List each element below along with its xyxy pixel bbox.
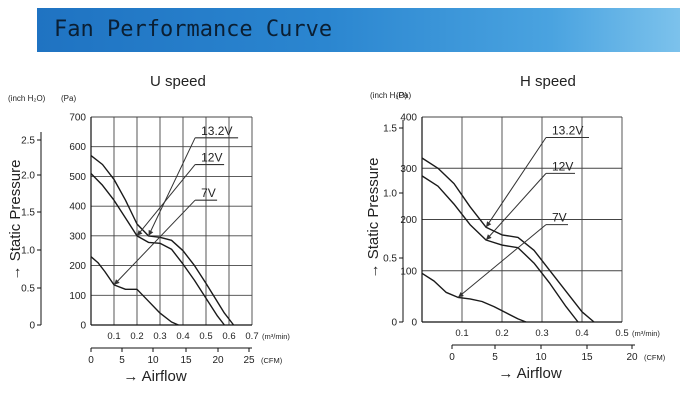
label-arrowhead xyxy=(486,221,492,228)
y-primary-unit: (Pa) xyxy=(396,91,411,100)
y-tick-label: 0 xyxy=(80,321,86,332)
series-line-7v xyxy=(421,272,527,323)
y-tick-label: 300 xyxy=(400,164,417,175)
label-leader xyxy=(148,137,196,237)
series-line-12v xyxy=(90,173,225,326)
chart-title: U speed xyxy=(150,73,206,90)
cfm-tick-label: 15 xyxy=(581,352,593,363)
y-tick-label: 200 xyxy=(400,215,417,226)
x-secondary-unit: (CFM) xyxy=(261,356,283,365)
y-tick-label: 700 xyxy=(69,113,86,124)
series-label: 13.2V xyxy=(552,124,583,138)
x-tick-label: 0.2 xyxy=(495,328,508,339)
series-line-7v xyxy=(90,256,179,326)
cfm-tick-label: 5 xyxy=(492,352,498,363)
x-axis-title: → Airflow xyxy=(123,368,187,385)
inch-tick-label: 0 xyxy=(391,318,397,329)
y-tick-label: 400 xyxy=(69,202,86,213)
inch-tick-label: 1.0 xyxy=(383,189,397,200)
x-tick-label: 0.6 xyxy=(222,331,235,342)
x-tick-label: 0.4 xyxy=(176,331,189,342)
series-line-12v xyxy=(421,175,579,323)
y-tick-label: 600 xyxy=(69,142,86,153)
y-tick-label: 200 xyxy=(69,261,86,272)
label-leader xyxy=(485,137,547,228)
x-primary-unit: (m³/min) xyxy=(632,329,660,338)
page-title: Fan Performance Curve xyxy=(54,17,333,42)
label-arrowhead xyxy=(458,292,464,298)
label-leader xyxy=(457,224,547,298)
label-arrowhead xyxy=(148,229,154,236)
x-axis-title: → Airflow xyxy=(498,365,562,382)
title-banner: Fan Performance Curve xyxy=(37,8,680,52)
inch-tick-label: 2.0 xyxy=(21,171,35,182)
u-speed-chart: U speed(inch H₂O) (Pa)0100200300400500600… xyxy=(7,73,290,385)
x-tick-label: 0.7 xyxy=(245,331,258,342)
cfm-tick-label: 5 xyxy=(119,355,125,366)
y-axis-title: → Static Pressure xyxy=(7,160,24,281)
series-label: 7V xyxy=(201,186,216,200)
x-tick-label: 0.1 xyxy=(455,328,468,339)
y-tick-label: 400 xyxy=(400,113,417,124)
cfm-tick-label: 20 xyxy=(626,352,638,363)
label-leader xyxy=(113,199,196,286)
label-leader xyxy=(136,164,196,237)
series-label: 12V xyxy=(201,151,222,165)
cfm-tick-label: 15 xyxy=(180,355,192,366)
y-tick-label: 0 xyxy=(411,318,417,329)
x-tick-label: 0.1 xyxy=(107,331,120,342)
inch-tick-label: 1.0 xyxy=(21,246,35,257)
y-tick-label: 100 xyxy=(69,291,86,302)
series-label: 12V xyxy=(552,159,573,173)
y-primary-unit: (Pa) xyxy=(61,94,76,103)
y-tick-label: 500 xyxy=(69,172,86,183)
x-secondary-unit: (CFM) xyxy=(644,353,666,362)
label-arrowhead xyxy=(137,230,143,236)
y-axis-title: → Static Pressure xyxy=(365,158,382,279)
x-tick-label: 0.3 xyxy=(535,328,548,339)
x-tick-label: 0.2 xyxy=(130,331,143,342)
cfm-tick-label: 10 xyxy=(147,355,159,366)
y-tick-label: 300 xyxy=(69,231,86,242)
label-leader xyxy=(485,173,547,241)
chart-title: H speed xyxy=(520,73,576,90)
inch-tick-label: 2.5 xyxy=(21,136,35,147)
x-tick-label: 0.5 xyxy=(615,328,628,339)
cfm-tick-label: 0 xyxy=(88,355,94,366)
cfm-tick-label: 0 xyxy=(449,352,455,363)
series-line-13-2v xyxy=(90,155,235,326)
label-arrowhead xyxy=(486,234,492,240)
h-speed-chart: H speed(inch H₂O)(Pa)010020030040000.51.… xyxy=(365,73,666,382)
y-secondary-unit: (inch H₂O) xyxy=(8,94,46,103)
x-tick-label: 0.4 xyxy=(575,328,588,339)
y-tick-label: 100 xyxy=(400,266,417,277)
inch-tick-label: 0.5 xyxy=(383,254,397,265)
series-line-13-2v xyxy=(421,157,595,323)
inch-tick-label: 1.5 xyxy=(383,124,397,135)
y-secondary-unit: (inch H₂O) xyxy=(370,91,408,100)
cfm-tick-label: 20 xyxy=(212,355,224,366)
inch-tick-label: 0.5 xyxy=(21,284,35,295)
series-label: 13.2V xyxy=(201,124,232,138)
label-arrowhead xyxy=(114,279,120,285)
cfm-tick-label: 10 xyxy=(535,352,547,363)
inch-tick-label: 0 xyxy=(29,321,35,332)
cfm-tick-label: 25 xyxy=(243,355,255,366)
inch-tick-label: 1.5 xyxy=(21,208,35,219)
x-tick-label: 0.3 xyxy=(153,331,166,342)
series-label: 7V xyxy=(552,211,567,225)
x-tick-label: 0.5 xyxy=(199,331,212,342)
x-primary-unit: (m³/min) xyxy=(262,332,290,341)
